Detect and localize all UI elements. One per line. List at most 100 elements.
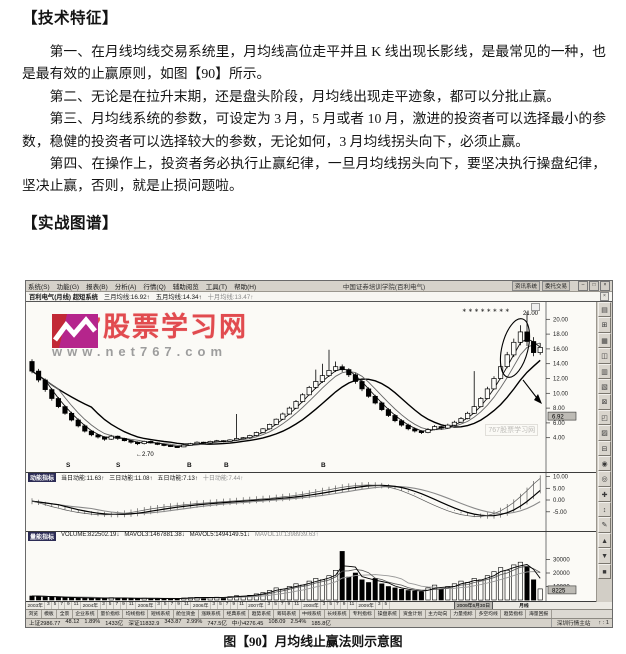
volume-header-segment: MAVOL10:1398939.63↑	[254, 532, 319, 538]
cross-icon[interactable]: ✚	[598, 486, 612, 503]
indicator-tab[interactable]: 浏览	[26, 609, 42, 618]
menu-item[interactable]: 行情(Q)	[143, 284, 166, 291]
menu-item[interactable]: 工具(T)	[205, 284, 228, 291]
window-control-button[interactable]: –	[577, 281, 588, 291]
date-axis-label: 9	[121, 602, 128, 609]
status-segment: 2.99%	[186, 618, 203, 625]
indicator-tab[interactable]: 专利指标	[350, 609, 376, 618]
menu-item[interactable]: 功能(G)	[56, 284, 80, 291]
indicator-tab[interactable]: 短线系统	[148, 609, 174, 618]
indicator-tab[interactable]: 资金计划	[400, 609, 426, 618]
price-pane[interactable]: ∗ ∗ ∗ ∗ ∗ ∗ ∗ ∗ 20.00 18.00 16.00 14.00 12.00…	[26, 302, 599, 473]
grid-plus-icon[interactable]: ⊞	[598, 317, 612, 333]
date-axis-label: 11	[238, 602, 247, 609]
watermark-logo-icon	[52, 314, 98, 348]
square-icon[interactable]: ■	[598, 563, 612, 580]
vertical-arrows-icon[interactable]: ↕	[598, 502, 612, 518]
indicator-tab[interactable]: 中线系统	[300, 609, 325, 618]
indicator-tab[interactable]: 涨跌系统	[199, 609, 225, 618]
paragraph-4: 第四、在操作上，投资者务必执行止赢纪律，一旦月均线拐头向下，要坚决执行操盘纪律，…	[22, 156, 606, 194]
svg-text:10.00: 10.00	[553, 391, 569, 397]
menu-item[interactable]: 辅助阅览	[172, 284, 199, 291]
indicator-tab[interactable]: 多空均线	[476, 609, 502, 618]
status-segment: 343.87	[164, 618, 182, 625]
indicator-tab[interactable]: 主力动向	[426, 609, 451, 618]
indicator-tab[interactable]: 筹码系统	[274, 609, 300, 618]
info-segment: 十月均线:13.47↑	[207, 294, 254, 301]
indicator-tab[interactable]: 趋势系统	[249, 609, 275, 618]
hatch-icon[interactable]: ▨	[598, 425, 612, 441]
menu-button[interactable]: 资讯系统	[511, 281, 540, 291]
window-control-button[interactable]: □	[588, 281, 599, 291]
period-label[interactable]: 月线	[519, 603, 529, 609]
date-axis-label: 9	[176, 602, 183, 609]
menu-item[interactable]: 系统(S)	[28, 284, 50, 291]
list-icon[interactable]: ▤	[598, 302, 612, 318]
date-axis-label: 9	[341, 602, 348, 609]
indicator-tab[interactable]: 海量回报	[526, 609, 552, 618]
indicator-tab[interactable]: 均线指标	[123, 609, 149, 618]
status-server: 深圳行情主站	[550, 618, 590, 627]
table-icon[interactable]: ▦	[598, 332, 612, 349]
indicator-tab[interactable]: 全景	[57, 609, 73, 618]
svg-text:10.00: 10.00	[553, 475, 569, 481]
date-axis-row: 2003年 3 5 7 9 11 2004年 3 5 7 9 11 2005年 3 5 7 9 11 2006年 3 5…	[26, 602, 612, 610]
pane-close-icon[interactable]: ×	[600, 292, 609, 301]
status-segment: 1433亿	[105, 620, 124, 627]
date-axis-label: 2008年	[302, 602, 322, 609]
date-axis-label: 7	[335, 602, 342, 609]
indicator-tab[interactable]: 长线系统	[325, 609, 351, 618]
indicator-tab[interactable]: 舱位资金	[174, 609, 199, 618]
diagonal-fill-icon[interactable]: ▧	[598, 378, 612, 395]
close-box-icon[interactable]: ⊠	[598, 394, 612, 410]
down-triangle-icon[interactable]: ▼	[598, 548, 612, 564]
indicator-tab[interactable]: 力量指标	[451, 609, 477, 618]
indicator-tab[interactable]: 量价指标	[98, 609, 124, 618]
momentum-pane-canvas[interactable]: 10.00 5.00 0.00 -5.00	[26, 473, 599, 531]
date-axis-label: 3	[45, 602, 53, 609]
svg-text:0.00: 0.00	[553, 498, 565, 504]
pane-restore-icon[interactable]	[531, 303, 541, 311]
svg-text:5.00: 5.00	[553, 486, 565, 492]
paragraph-3: 第三、月均线系统的参数，可设定为 3 月，5 月或者 10 月，激进的投资者可以…	[22, 111, 606, 149]
price-pane-canvas[interactable]: ∗ ∗ ∗ ∗ ∗ ∗ ∗ ∗ 20.00 18.00 16.00 14.00 12.00…	[26, 302, 599, 472]
indicator-tab[interactable]: 趋势指标	[501, 609, 527, 618]
svg-text:8.00: 8.00	[553, 406, 565, 412]
momentum-header-segment: 动能指标	[28, 473, 57, 482]
window-split-icon[interactable]: ◫	[598, 348, 612, 364]
menu-button[interactable]: 委托交易	[541, 281, 570, 291]
status-bar: 上证2986.77 48.12 1.89% 1433亿 深证11832.9 343.87 2…	[26, 618, 612, 628]
svg-text:-5.00: -5.00	[553, 510, 567, 516]
current-date-tag: 2009年6月30日	[454, 602, 494, 609]
status-segment: 48.12	[65, 618, 80, 625]
stock-software-window: 系统(S) 功能(G) 报表(B) 分析(A) 行情(Q) 辅助阅览 工具(T) 帮助(H) …	[25, 280, 613, 628]
faint-watermark: 767股票学习网	[485, 424, 539, 436]
svg-text:21.00: 21.00	[523, 311, 539, 317]
quadrant-icon[interactable]: ◰	[598, 409, 612, 426]
rows-icon[interactable]: ▥	[598, 363, 612, 379]
minus-box-icon[interactable]: ⊟	[598, 440, 612, 456]
indicator-tab[interactable]: 企业系统	[73, 609, 99, 618]
date-axis-label: 7	[279, 602, 287, 609]
indicator-tab[interactable]: 模板	[42, 609, 58, 618]
window-control-button[interactable]: ×	[599, 281, 610, 291]
menu-item[interactable]: 报表(B)	[86, 284, 108, 291]
figure-caption: 图【90】月均线止赢法则示意图	[223, 635, 403, 649]
volume-pane-canvas[interactable]: 3000020000100008225	[26, 532, 599, 601]
date-axis-label: 7	[169, 602, 176, 609]
date-axis-label: 3	[376, 602, 383, 609]
menu-item[interactable]: 帮助(H)	[234, 284, 257, 291]
circle-icon[interactable]: ◎	[598, 471, 612, 487]
up-triangle-icon[interactable]: ▲	[598, 532, 612, 549]
momentum-pane[interactable]: 10.00 5.00 0.00 -5.00 动能指标 当日动能:11.63↑ 三日动能:1…	[26, 473, 599, 532]
pencil-icon[interactable]: ✎	[598, 517, 612, 533]
indicator-tab[interactable]: 操盘系统	[375, 609, 401, 618]
menu-buttons: 资讯系统 委托交易	[511, 281, 570, 291]
date-axis-label: 11	[72, 602, 82, 609]
indicator-tab[interactable]: 经典系统	[224, 609, 250, 618]
text-block: 【技术特征】 第一、在月线均线交易系统里，月均线高位走平并且 K 线出现长影线，…	[22, 6, 606, 233]
svg-text:20.00: 20.00	[553, 317, 569, 323]
target-icon[interactable]: ◉	[598, 455, 612, 472]
menu-item[interactable]: 分析(A)	[114, 284, 137, 291]
volume-pane[interactable]: 3000020000100008225 量能指标VOLUME:822502.19…	[26, 532, 599, 602]
